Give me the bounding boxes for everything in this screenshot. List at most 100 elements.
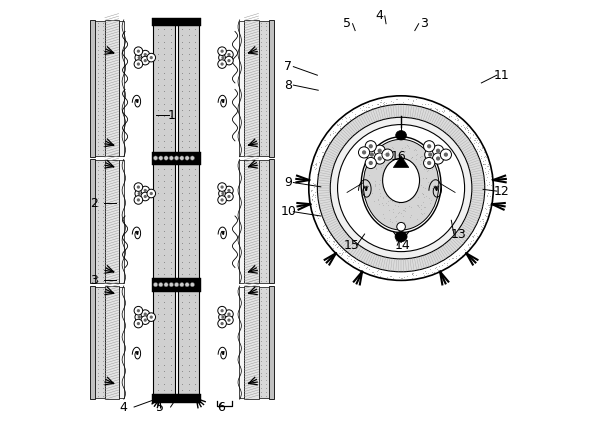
Text: 13: 13 (451, 228, 467, 241)
Bar (152, 152, 201, 165)
Bar (105, 286, 119, 399)
Circle shape (137, 185, 140, 189)
Circle shape (219, 53, 227, 62)
Bar (153, 19, 175, 158)
Bar (259, 160, 269, 283)
Circle shape (220, 63, 224, 66)
Ellipse shape (382, 158, 420, 203)
Bar (239, 21, 244, 156)
Bar (178, 285, 199, 400)
Bar (178, 19, 199, 158)
Circle shape (159, 156, 163, 160)
Text: 5: 5 (156, 400, 164, 413)
Circle shape (220, 185, 224, 189)
Bar (269, 20, 274, 157)
Text: 6: 6 (217, 400, 225, 413)
Ellipse shape (395, 232, 407, 242)
Circle shape (147, 313, 155, 321)
Circle shape (141, 310, 150, 318)
Circle shape (227, 312, 231, 316)
Circle shape (137, 50, 140, 53)
Circle shape (144, 59, 147, 62)
Circle shape (378, 156, 382, 161)
Circle shape (134, 47, 143, 55)
Circle shape (432, 145, 443, 156)
Circle shape (218, 306, 227, 315)
Circle shape (164, 156, 168, 160)
Circle shape (225, 310, 233, 318)
Circle shape (134, 306, 143, 315)
Circle shape (444, 152, 448, 157)
Circle shape (180, 283, 184, 287)
Bar (239, 160, 244, 283)
Circle shape (382, 149, 393, 160)
Circle shape (190, 283, 194, 287)
Circle shape (309, 96, 493, 280)
Circle shape (378, 149, 382, 153)
Circle shape (159, 283, 163, 287)
Circle shape (374, 153, 385, 164)
Circle shape (359, 147, 370, 158)
Circle shape (141, 56, 150, 65)
Bar (153, 285, 175, 400)
Bar (119, 160, 124, 283)
Circle shape (141, 192, 150, 201)
Bar (96, 21, 105, 156)
Circle shape (137, 63, 140, 66)
Circle shape (144, 318, 147, 322)
Circle shape (147, 53, 155, 62)
Circle shape (221, 192, 225, 195)
Circle shape (424, 157, 435, 168)
Bar (259, 21, 269, 156)
Circle shape (174, 283, 178, 287)
Circle shape (135, 189, 144, 198)
Text: 8: 8 (284, 79, 292, 92)
Circle shape (424, 149, 436, 160)
Bar (269, 286, 274, 399)
Text: 3: 3 (90, 274, 97, 287)
Text: 4: 4 (376, 10, 384, 22)
Circle shape (138, 315, 141, 319)
Bar (152, 394, 201, 403)
Circle shape (135, 53, 144, 62)
Circle shape (190, 156, 194, 160)
Bar (244, 160, 259, 283)
Circle shape (428, 152, 432, 157)
Circle shape (135, 313, 144, 321)
Circle shape (424, 141, 435, 152)
Circle shape (138, 192, 141, 195)
Text: 9: 9 (284, 176, 292, 189)
Circle shape (185, 156, 189, 160)
Text: 4: 4 (120, 400, 128, 413)
Circle shape (134, 319, 143, 328)
Circle shape (218, 319, 227, 328)
Circle shape (169, 283, 174, 287)
Circle shape (144, 53, 147, 56)
Circle shape (220, 198, 224, 202)
Circle shape (365, 157, 376, 168)
Bar (152, 18, 201, 26)
Circle shape (150, 315, 153, 319)
Bar (96, 287, 105, 398)
Circle shape (436, 149, 440, 153)
Circle shape (225, 192, 233, 201)
Text: 5: 5 (343, 17, 351, 30)
Circle shape (218, 196, 227, 204)
Ellipse shape (361, 137, 441, 232)
Circle shape (169, 156, 174, 160)
Circle shape (317, 105, 485, 272)
Circle shape (225, 56, 233, 65)
Bar (90, 286, 96, 399)
Circle shape (368, 161, 373, 165)
Circle shape (362, 150, 366, 155)
Circle shape (137, 198, 140, 202)
Bar (96, 160, 105, 283)
Text: 3: 3 (420, 17, 428, 30)
Circle shape (220, 309, 224, 312)
Circle shape (365, 141, 376, 152)
Circle shape (141, 316, 150, 324)
Circle shape (180, 156, 184, 160)
Circle shape (227, 59, 231, 62)
Circle shape (368, 144, 373, 148)
Bar (105, 20, 119, 156)
